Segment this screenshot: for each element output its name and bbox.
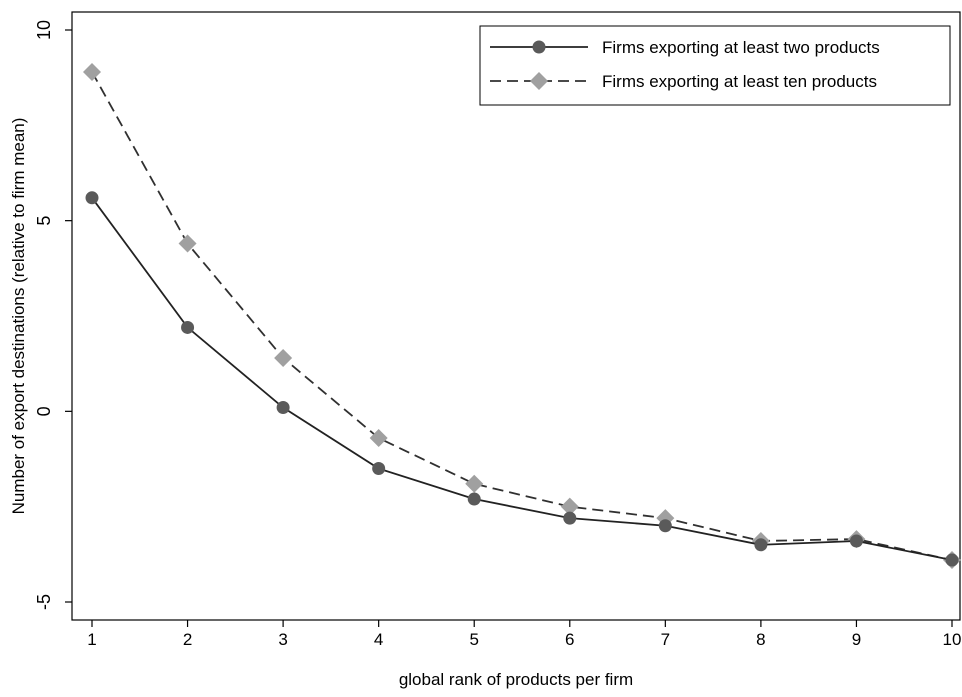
y-axis-label: Number of export destinations (relative …	[9, 118, 28, 515]
data-point	[754, 538, 768, 552]
data-point	[369, 429, 388, 448]
legend-entries: Firms exporting at least two products Fir…	[490, 38, 880, 91]
legend-marker	[530, 72, 548, 90]
x-tick-label: 3	[278, 630, 287, 649]
data-point	[658, 519, 672, 533]
legend-box	[479, 25, 951, 106]
legend-entry: Firms exporting at least two products	[490, 38, 880, 57]
x-tick-label: 1	[87, 630, 96, 649]
y-axis-ticks: -5 0 5 10	[34, 20, 72, 610]
legend-label: Firms exporting at least ten products	[602, 72, 877, 91]
data-point	[560, 497, 579, 516]
series-layer	[83, 62, 961, 570]
x-tick-label: 4	[374, 630, 383, 649]
data-point	[178, 234, 197, 253]
data-point	[181, 320, 195, 334]
data-point	[276, 401, 290, 415]
data-point	[83, 62, 101, 81]
x-tick-label: 6	[565, 630, 574, 649]
y-tick-label: 5	[34, 216, 54, 226]
x-tick-label: 10	[943, 630, 962, 649]
data-point	[274, 348, 293, 367]
y-tick-label: 0	[34, 406, 54, 416]
x-tick-label: 9	[852, 630, 861, 649]
data-point	[563, 511, 577, 525]
series-2	[83, 62, 961, 570]
legend-label: Firms exporting at least two products	[602, 38, 880, 57]
legend: Firms exporting at least two products Fir…	[479, 25, 951, 106]
legend-entry: Firms exporting at least ten products	[490, 72, 877, 91]
data-point	[372, 462, 386, 476]
plot-area-frame	[71, 11, 961, 621]
series-line	[91, 197, 953, 561]
x-axis-label: global rank of products per firm	[399, 670, 633, 689]
x-axis-ticks: 1 2 3 4 5 6 7 8 9 10	[87, 620, 961, 649]
y-tick-label: 10	[34, 20, 54, 40]
y-tick-label: -5	[34, 594, 54, 610]
data-point	[85, 191, 99, 205]
x-tick-label: 2	[183, 630, 192, 649]
data-point	[945, 553, 959, 567]
data-point	[465, 474, 484, 493]
x-tick-label: 8	[756, 630, 765, 649]
data-point	[849, 534, 863, 548]
series-line	[91, 71, 953, 561]
series-1	[85, 191, 959, 567]
legend-marker	[532, 40, 546, 54]
x-tick-label: 7	[661, 630, 670, 649]
x-tick-label: 5	[469, 630, 478, 649]
data-point	[467, 492, 481, 506]
